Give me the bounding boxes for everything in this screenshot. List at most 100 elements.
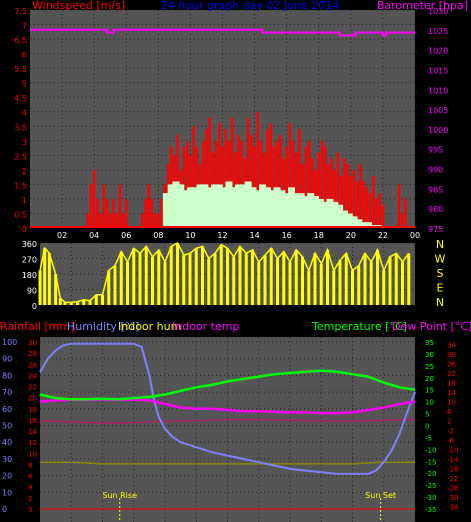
direction-bar — [69, 302, 73, 305]
barometer-axis-label: Barometer [hpa] — [377, 0, 468, 12]
direction-bar — [338, 260, 342, 305]
gust-bar — [108, 213, 112, 228]
gust-bar — [381, 204, 385, 228]
wind-series — [30, 181, 415, 228]
wind-bar — [196, 184, 204, 228]
direction-bar — [276, 258, 279, 305]
wind-bar — [336, 204, 344, 228]
wind-bar — [162, 193, 170, 228]
gust-bar — [320, 140, 324, 228]
rain-tick-label: 6 — [28, 473, 33, 481]
temperature-ticks: 35 30 25 20 15 10 5 0 -5 -10 -15 -20 -25 -30 -35 — [425, 339, 436, 514]
direction-bar — [201, 246, 204, 305]
rain-tick-label: 12 — [28, 439, 37, 447]
temperature-tick-label: 15 — [425, 387, 434, 395]
direction-bar — [88, 300, 92, 305]
wind-bar — [225, 181, 233, 228]
indoor-humidity-line — [40, 461, 415, 465]
wind-bar — [249, 187, 257, 228]
wind-bar — [302, 196, 310, 228]
gust-bar — [125, 198, 128, 228]
dewpoint-tick-label: 18 — [447, 380, 456, 388]
gust-bar — [323, 146, 327, 228]
gust-bar — [102, 184, 106, 228]
gust-bar — [372, 175, 375, 228]
gust-bar — [266, 129, 269, 228]
wind-bar — [312, 196, 320, 228]
gust-bar — [224, 129, 227, 228]
gust-bar — [291, 140, 295, 228]
temperature-tick-label: 30 — [425, 351, 434, 359]
direction-bar — [213, 253, 217, 305]
dewpoint-tick-label: 14 — [447, 389, 456, 397]
direction-bar — [38, 270, 42, 305]
barometer-tick-label: 1010 — [428, 86, 448, 95]
sun-markers: Sun Rise Sun Set — [102, 491, 396, 522]
gust-bar — [192, 126, 195, 228]
dewpoint-tick-label: -6 — [447, 437, 455, 445]
direction-bar — [376, 249, 379, 305]
direction-tick-label: 0 — [32, 302, 37, 311]
temperature-tick-label: -5 — [425, 434, 432, 442]
gust-bar — [208, 117, 211, 228]
humidity-tick-label: 20 — [2, 472, 12, 481]
humidity-tick-label: 10 — [2, 488, 12, 497]
wind-bar — [321, 201, 329, 228]
barometer-tick-label: 985 — [428, 185, 443, 194]
wind-bar — [287, 187, 295, 228]
direction-bar — [157, 249, 161, 305]
hour-tick-label: 00 — [410, 231, 420, 240]
gust-bar — [86, 213, 89, 228]
direction-bar — [388, 256, 392, 305]
direction-bar — [113, 265, 117, 305]
gust-bar — [343, 158, 346, 228]
direction-bar — [288, 261, 292, 305]
direction-bar — [144, 246, 148, 305]
direction-bar — [76, 301, 79, 305]
direction-bar — [313, 253, 317, 305]
direction-tick-label: 360 — [22, 240, 37, 249]
direction-bar — [138, 253, 142, 305]
wind-tick-label: 4 — [22, 109, 27, 118]
barometer-tick-label: 975 — [428, 225, 443, 234]
rain-tick-label: 28 — [28, 350, 37, 358]
gust-bar — [144, 198, 147, 228]
gust-bar — [356, 181, 359, 228]
direction-bar — [282, 251, 286, 305]
gust-bar — [275, 140, 279, 228]
gust-bar — [327, 164, 330, 228]
rainfall-label: Rainfall [mm] — [0, 320, 74, 333]
temp-series — [39, 342, 416, 510]
direction-bar — [163, 261, 167, 305]
wind-bar — [297, 193, 305, 228]
humidity-tick-label: 80 — [2, 371, 12, 380]
temperature-tick-label: 10 — [425, 399, 434, 407]
direction-bar — [43, 248, 47, 305]
humidity-tick-label: 100 — [2, 338, 17, 347]
wind-tick-label: 1 — [22, 196, 27, 205]
wind-bar — [186, 187, 194, 228]
gust-bar — [307, 140, 311, 228]
humidity-tick-label: 70 — [2, 388, 12, 397]
gust-bar — [378, 193, 381, 228]
direction-bar — [407, 253, 411, 305]
barometer-tick-label: 1020 — [428, 47, 448, 56]
direction-bar — [132, 248, 136, 305]
chart-title: 24 hour graph day 02 June 2014 — [161, 0, 340, 12]
hour-tick-label: 16 — [282, 231, 292, 240]
wind-tick-label: 7.5 — [14, 7, 27, 16]
compass-letter: E — [437, 282, 444, 295]
temperature-tick-label: 0 — [425, 423, 429, 431]
direction-bar — [319, 263, 323, 305]
sunrise-label: Sun Rise — [102, 491, 137, 500]
hour-tick-label: 14 — [249, 231, 259, 240]
gust-bar — [269, 123, 272, 228]
wind-bar — [172, 181, 180, 228]
wind-bar — [340, 210, 348, 228]
wind-tick-label: 3.5 — [14, 123, 27, 132]
humidity-label: Humidity [%] — [67, 320, 139, 333]
temperature-tick-label: 35 — [425, 339, 434, 347]
temperature-tick-label: -35 — [425, 506, 436, 514]
compass-letter: S — [437, 267, 444, 280]
